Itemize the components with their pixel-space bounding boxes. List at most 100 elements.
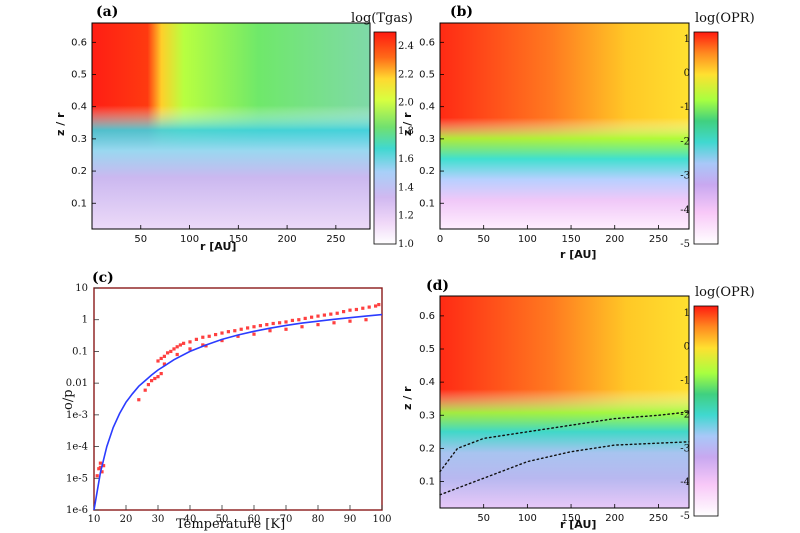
x-tick-label: 30 — [152, 514, 165, 525]
colorbar-tick-label: -1 — [680, 376, 690, 387]
data-point — [271, 321, 275, 326]
panel-label-d: (d) — [426, 278, 449, 294]
data-point — [98, 461, 102, 465]
colorbar-tick-label: 1 — [684, 34, 690, 45]
data-point — [342, 310, 346, 314]
data-point — [354, 307, 358, 312]
data-point — [188, 347, 192, 351]
data-point — [178, 343, 182, 347]
colorbar-tick-label: -3 — [680, 443, 690, 454]
data-point — [175, 352, 179, 357]
x-tick-label: 20 — [120, 514, 133, 525]
data-point — [175, 345, 179, 349]
y-tick-label: 0.4 — [419, 102, 435, 113]
y-tick-label: 0.4 — [71, 102, 87, 113]
panel-label-c: (c) — [92, 270, 114, 286]
x-tick-label: 70 — [280, 514, 293, 525]
data-point — [220, 331, 224, 335]
data-point — [98, 465, 102, 470]
x-tick-label: 50 — [477, 234, 490, 245]
data-point — [146, 382, 150, 387]
colorbar-tick-label: 1.0 — [398, 239, 414, 250]
colorbar-tick-label: 1 — [684, 308, 690, 319]
y-tick-label: 1e-6 — [66, 505, 88, 516]
contour-line-2 — [439, 441, 690, 496]
data-point — [137, 398, 141, 402]
colorbar-tick-label: 1.6 — [398, 154, 414, 165]
data-point — [236, 334, 240, 338]
data-point — [310, 315, 314, 319]
data-point — [172, 347, 176, 351]
y-tick-label: 10 — [75, 283, 88, 294]
colorbar-label-d: log(OPR) — [695, 285, 755, 300]
x-tick-label: 50 — [477, 513, 490, 524]
data-point — [374, 304, 378, 308]
data-point — [300, 325, 304, 329]
panel-label-b: (b) — [450, 4, 473, 20]
data-point — [233, 329, 237, 333]
x-tick-label: 200 — [605, 513, 624, 524]
data-point — [335, 311, 339, 315]
colorbar-label-a: log(Tgas) — [351, 11, 413, 26]
data-point — [329, 312, 333, 316]
data-point — [290, 318, 294, 323]
data-point — [265, 323, 269, 327]
colorbar-label-b: log(OPR) — [695, 11, 755, 26]
data-point — [159, 371, 163, 376]
x-tick-label: 150 — [562, 513, 581, 524]
data-point — [207, 334, 211, 338]
y-tick-label: 0.3 — [419, 410, 435, 421]
colorbar-tick-label: -2 — [680, 136, 690, 147]
data-point — [162, 362, 166, 366]
data-point — [278, 321, 282, 325]
data-point — [188, 340, 192, 344]
y-tick-label: 0.3 — [71, 134, 87, 145]
data-point — [150, 379, 154, 383]
y-tick-label: 1e-5 — [66, 473, 88, 484]
y-tick-label: 0.5 — [419, 70, 435, 81]
colorbar-tick-label: -2 — [680, 409, 690, 420]
data-point — [364, 318, 368, 322]
colorbar-tick-label: 1.2 — [398, 211, 414, 222]
data-point — [194, 337, 198, 341]
y-tick-label: 0.3 — [419, 134, 435, 145]
data-point — [182, 341, 186, 345]
x-axis-label-a: r [AU] — [200, 240, 236, 253]
y-tick-label: 0.4 — [419, 377, 435, 388]
y-tick-label: 0.6 — [419, 37, 435, 48]
x-tick-label: 40 — [184, 514, 197, 525]
data-point — [246, 326, 250, 330]
data-point — [316, 323, 320, 327]
y-axis-label-c: o/p — [61, 389, 76, 410]
data-point — [297, 318, 301, 322]
x-tick-label: 250 — [326, 234, 345, 245]
data-point — [226, 330, 230, 334]
data-point — [284, 327, 288, 331]
y-tick-label: 0.01 — [66, 378, 88, 389]
x-tick-label: 90 — [344, 514, 357, 525]
contour-line-1 — [439, 411, 690, 473]
x-axis-label-c: Temperature [K] — [176, 517, 285, 532]
data-point — [201, 343, 205, 347]
x-axis-label-b: r [AU] — [560, 248, 596, 261]
x-tick-label: 50 — [216, 514, 229, 525]
data-point — [303, 316, 307, 321]
data-point — [322, 313, 326, 317]
colorbar-tick-label: 1.4 — [398, 182, 414, 193]
data-point — [252, 332, 256, 336]
x-tick-label: 200 — [278, 234, 297, 245]
data-point — [156, 359, 160, 363]
y-tick-label: 0.5 — [71, 70, 87, 81]
data-point — [153, 376, 157, 381]
data-point — [316, 314, 320, 318]
y-tick-label: 0.2 — [71, 166, 87, 177]
colorbar-d — [693, 305, 719, 517]
y-tick-label: 0.1 — [71, 198, 87, 209]
y-tick-label: 0.1 — [419, 477, 435, 488]
data-point — [239, 327, 243, 331]
panel-d: (d) 50 100 150 200 250 0.1 0.2 0.3 0.4 0.5 0.6 r [… — [401, 278, 755, 531]
colorbar-tick-label: 2.2 — [398, 69, 414, 80]
colorbar-tick-label: -4 — [680, 477, 690, 488]
x-tick-label: 10 — [88, 514, 101, 525]
